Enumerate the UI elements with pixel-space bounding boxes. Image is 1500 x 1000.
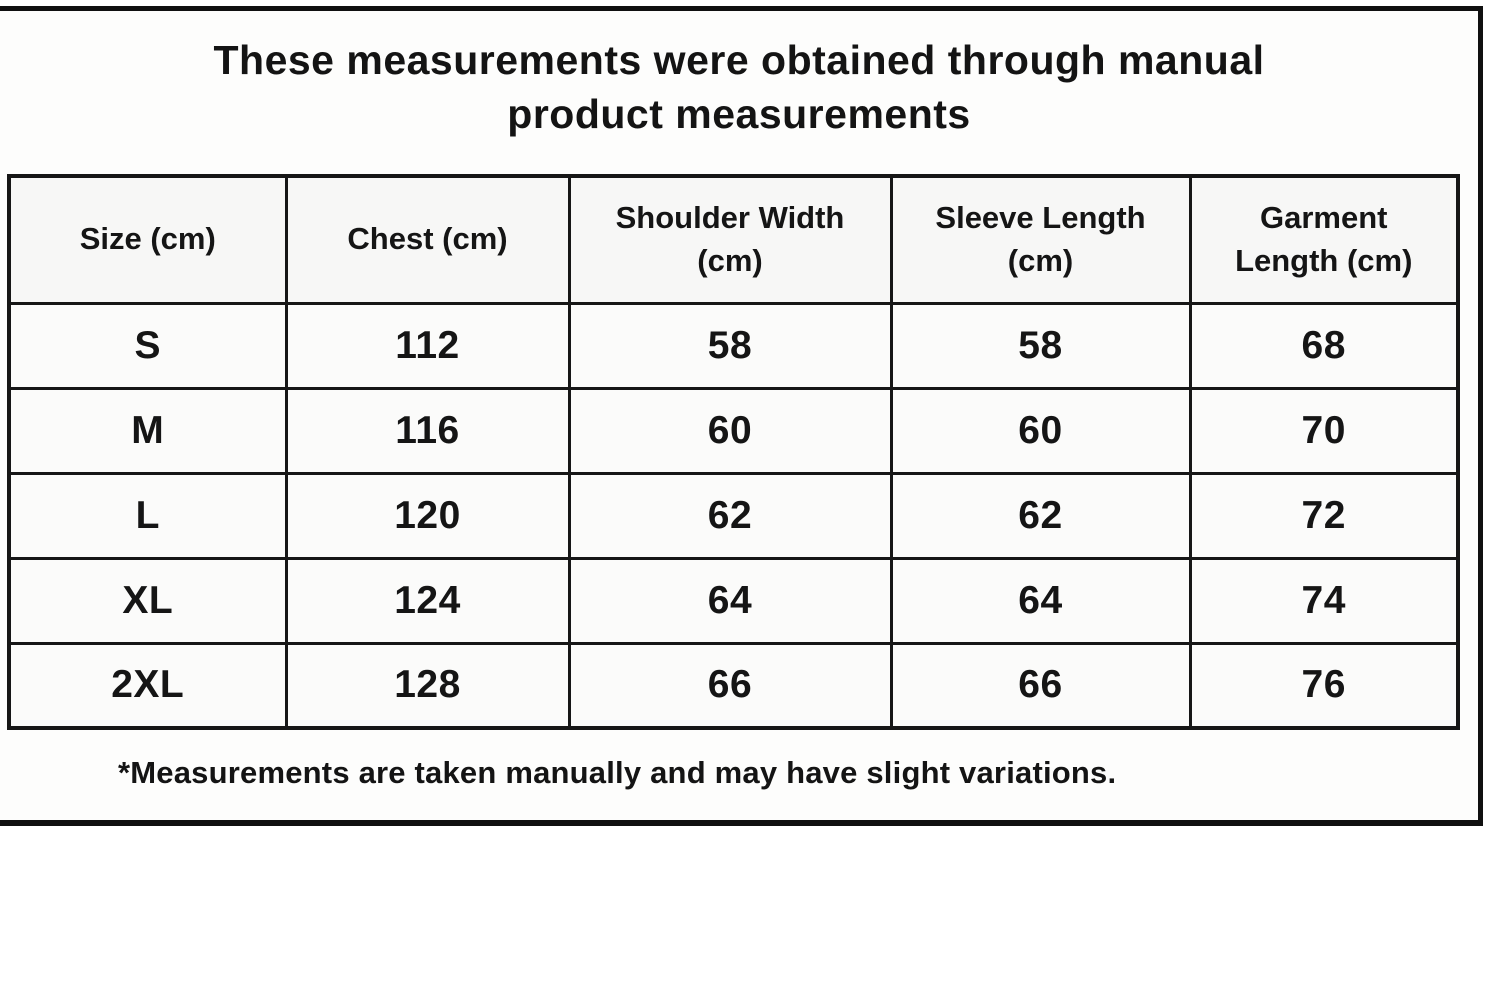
cell-shoulder: 66	[567, 641, 893, 730]
cell-garment: 76	[1188, 641, 1460, 730]
cell-size: S	[7, 301, 288, 390]
cell-size: 2XL	[7, 641, 288, 730]
table-row-xl: XL 124 64 64 74	[7, 556, 1460, 645]
column-header-sleeve: Sleeve Length (cm)	[889, 174, 1192, 305]
cell-size: M	[7, 386, 288, 475]
cell-chest: 120	[284, 471, 571, 560]
size-chart-card: These measurements were obtained through…	[0, 6, 1483, 826]
cell-garment: 70	[1188, 386, 1460, 475]
column-header-garment: Garment Length (cm)	[1188, 174, 1460, 305]
table-row-2xl: 2XL 128 66 66 76	[7, 641, 1460, 730]
cell-chest: 128	[284, 641, 571, 730]
cell-garment: 74	[1188, 556, 1460, 645]
column-header-size: Size (cm)	[7, 174, 288, 305]
title-block: These measurements were obtained through…	[0, 33, 1478, 141]
cell-chest: 124	[284, 556, 571, 645]
cell-sleeve: 60	[889, 386, 1192, 475]
header-row: Size (cm) Chest (cm) Shoulder Width (cm)…	[7, 174, 1460, 305]
table-row-m: M 116 60 60 70	[7, 386, 1460, 475]
cell-sleeve: 62	[889, 471, 1192, 560]
cell-sleeve: 66	[889, 641, 1192, 730]
cell-shoulder: 58	[567, 301, 893, 390]
cell-garment: 68	[1188, 301, 1460, 390]
column-header-chest: Chest (cm)	[284, 174, 571, 305]
cell-shoulder: 62	[567, 471, 893, 560]
cell-garment: 72	[1188, 471, 1460, 560]
cell-chest: 112	[284, 301, 571, 390]
column-header-shoulder: Shoulder Width (cm)	[567, 174, 893, 305]
table-row-l: L 120 62 62 72	[7, 471, 1460, 560]
cell-chest: 116	[284, 386, 571, 475]
cell-sleeve: 58	[889, 301, 1192, 390]
page-title: These measurements were obtained through…	[213, 37, 1265, 138]
cell-shoulder: 64	[567, 556, 893, 645]
cell-size: L	[7, 471, 288, 560]
measurement-disclaimer: *Measurements are taken manually and may…	[118, 755, 1117, 790]
cell-size: XL	[7, 556, 288, 645]
cell-shoulder: 60	[567, 386, 893, 475]
size-measurement-table: Size (cm) Chest (cm) Shoulder Width (cm)…	[7, 174, 1460, 730]
cell-sleeve: 64	[889, 556, 1192, 645]
table-row-s: S 112 58 58 68	[7, 301, 1460, 390]
